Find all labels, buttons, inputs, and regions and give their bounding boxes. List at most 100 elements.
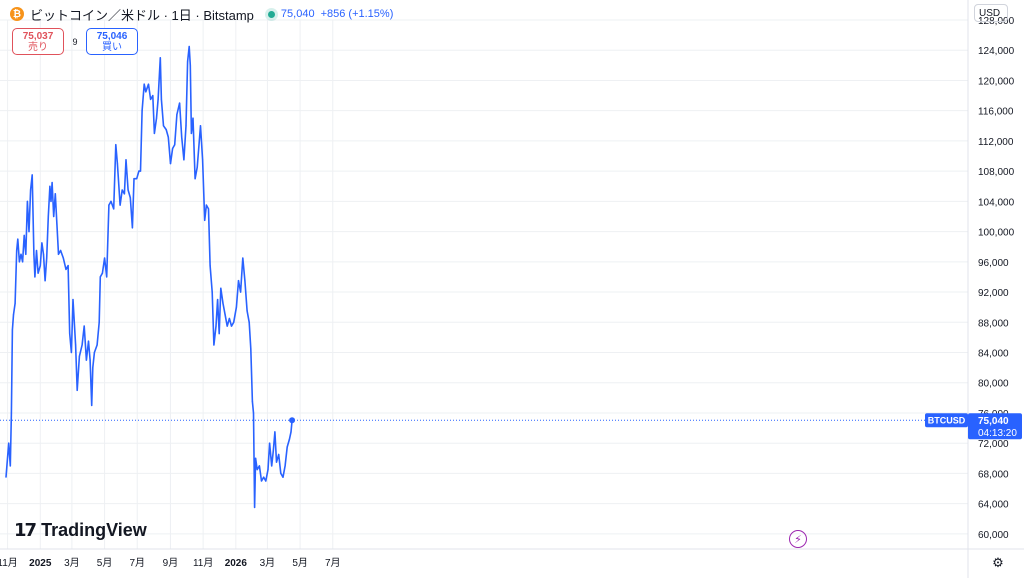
data-point <box>286 446 288 448</box>
data-point <box>250 348 252 350</box>
flash-icon[interactable]: ⚡ <box>789 530 807 548</box>
data-point <box>76 389 78 391</box>
symbol-label: BTCUSD <box>928 416 966 426</box>
data-point <box>258 465 260 467</box>
data-point <box>176 113 178 116</box>
x-tick-label: 7月 <box>129 557 145 569</box>
data-point <box>18 261 20 263</box>
data-point <box>33 253 35 255</box>
data-point <box>39 265 41 267</box>
y-tick-label: 108,000 <box>978 167 1015 178</box>
data-point <box>30 189 32 191</box>
data-point <box>235 306 237 308</box>
data-point <box>123 193 125 195</box>
data-point <box>237 280 240 282</box>
data-point <box>282 476 284 478</box>
data-point <box>108 204 110 206</box>
data-point <box>136 178 138 180</box>
data-point <box>141 110 143 112</box>
data-point <box>51 181 53 184</box>
data-point <box>217 299 219 301</box>
data-point <box>16 249 18 252</box>
data-point <box>274 431 276 433</box>
x-tick-label: 3月 <box>64 557 80 569</box>
data-point <box>56 223 58 225</box>
data-point <box>49 185 51 187</box>
data-point <box>9 465 11 467</box>
y-tick-label: 112,000 <box>978 137 1014 148</box>
data-point <box>183 159 185 161</box>
data-point <box>256 469 258 471</box>
data-point <box>251 401 254 403</box>
data-point <box>174 144 176 146</box>
data-point <box>70 351 72 354</box>
x-tick-label: 2026 <box>225 558 248 569</box>
sell-button[interactable]: 75,037 売り <box>12 28 64 55</box>
data-point <box>62 257 64 259</box>
data-point <box>244 280 246 282</box>
y-tick-label: 84,000 <box>978 349 1009 360</box>
data-point <box>204 219 206 221</box>
data-point <box>155 117 158 119</box>
data-point <box>188 45 190 48</box>
data-point <box>162 125 165 127</box>
data-point <box>81 344 83 346</box>
x-tick-label: 5月 <box>292 557 308 569</box>
y-tick-label: 104,000 <box>978 197 1015 208</box>
data-point <box>290 431 292 433</box>
data-point <box>14 302 16 304</box>
price-line <box>5 45 293 509</box>
data-point <box>96 344 98 346</box>
data-point <box>57 253 60 255</box>
data-point <box>42 253 45 255</box>
data-point <box>160 98 162 100</box>
data-point <box>255 457 257 459</box>
y-tick-label: 124,000 <box>978 46 1015 57</box>
data-point <box>106 276 108 278</box>
data-point <box>5 476 7 478</box>
data-point <box>53 215 55 218</box>
data-point <box>215 325 217 327</box>
y-tick-label: 80,000 <box>978 379 1009 390</box>
data-point <box>17 238 19 240</box>
data-point <box>153 132 155 134</box>
y-tick-label: 116,000 <box>978 107 1014 118</box>
data-point <box>20 253 22 255</box>
data-point <box>103 257 106 259</box>
spread-value: 9 <box>72 36 78 47</box>
data-point <box>11 329 14 331</box>
data-point <box>278 453 280 456</box>
data-point <box>35 249 38 252</box>
data-point <box>85 359 87 361</box>
data-point <box>145 91 147 93</box>
gear-icon[interactable]: ⚙ <box>992 555 1004 570</box>
data-point <box>116 162 119 165</box>
data-point <box>271 465 273 467</box>
data-point <box>8 442 10 444</box>
data-point <box>192 117 194 119</box>
trade-buttons: 75,037 売り 9 75,046 買い <box>12 28 138 55</box>
data-point <box>65 268 67 270</box>
y-tick-label: 68,000 <box>978 469 1009 480</box>
data-point <box>190 132 192 134</box>
tradingview-logo: 17 TradingView <box>14 520 147 541</box>
data-point <box>127 189 129 191</box>
data-point <box>246 310 248 312</box>
x-tick-label: 3月 <box>260 557 276 569</box>
data-point <box>240 291 242 293</box>
y-tick-label: 60,000 <box>978 530 1009 541</box>
tradingview-logo-icon: 17 <box>14 520 37 541</box>
data-point <box>131 227 134 229</box>
data-point <box>288 438 290 441</box>
buy-label: 買い <box>102 41 122 53</box>
symbol-title[interactable]: ビットコイン／米ドル · 1日 · Bitstamp <box>30 7 254 23</box>
y-tick-label: 88,000 <box>978 318 1009 329</box>
data-point <box>41 242 43 244</box>
currency-selector[interactable]: USD <box>974 4 1008 22</box>
buy-button[interactable]: 75,046 買い <box>86 28 138 55</box>
x-tick-label: 11月 <box>193 557 213 569</box>
data-point <box>10 412 12 414</box>
price-label-bg <box>968 413 1022 440</box>
data-point <box>34 276 36 278</box>
